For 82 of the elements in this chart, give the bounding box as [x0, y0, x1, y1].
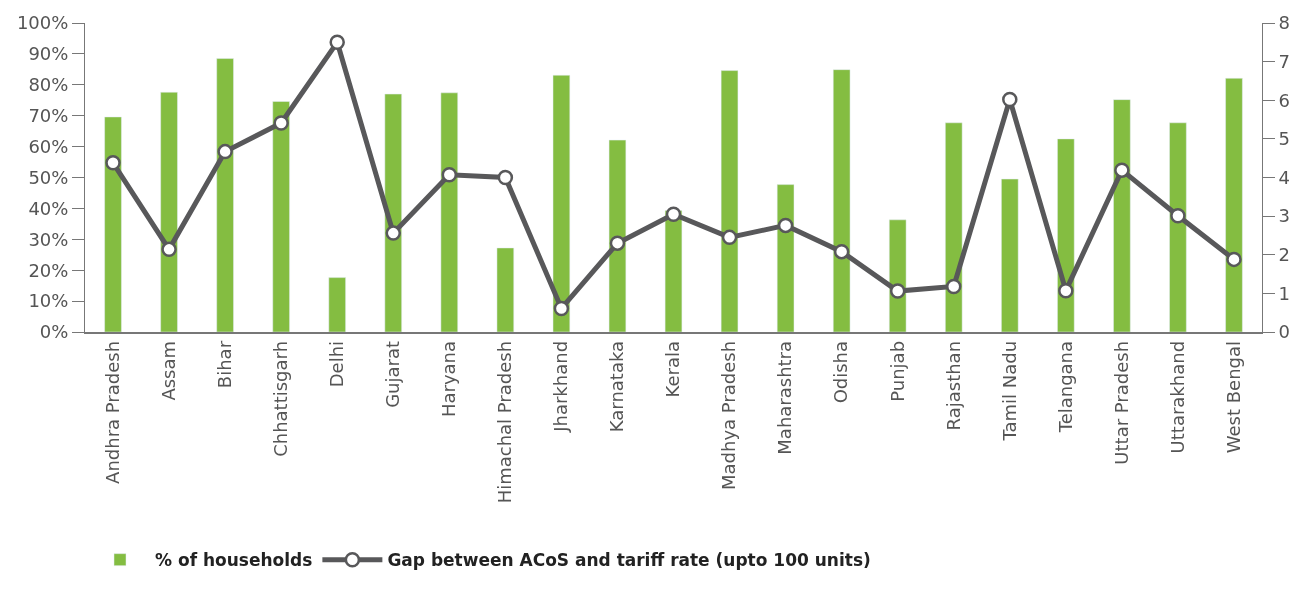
x-tick-label: Telangana	[1054, 340, 1076, 434]
y2-tick-label: 6	[1278, 89, 1291, 111]
bar	[496, 247, 515, 332]
y2-tick-label: 7	[1278, 50, 1291, 72]
point	[665, 206, 682, 222]
y-tick-label: 100%	[16, 12, 69, 34]
x-tick-label: Uttar Pradesh	[1110, 340, 1132, 465]
point	[105, 155, 121, 171]
bar	[945, 122, 963, 332]
point	[329, 34, 345, 51]
x-tick-label: Himachal Pradesh	[494, 340, 516, 504]
point	[441, 167, 458, 183]
y2-tick-label: 2	[1278, 244, 1291, 266]
point	[1114, 162, 1130, 178]
legend-label: % of households	[155, 550, 313, 571]
x-tick-label: Delhi	[326, 340, 348, 388]
y-tick-label: 40%	[28, 197, 69, 219]
bar	[440, 92, 458, 332]
bar	[160, 91, 178, 332]
x-tick-label: Gujarat	[382, 340, 404, 408]
bar	[552, 74, 571, 332]
point	[497, 169, 514, 186]
bar	[272, 101, 290, 332]
y2-tick-label: 4	[1278, 166, 1291, 188]
bar	[832, 69, 851, 332]
bar	[720, 70, 739, 332]
bar	[328, 277, 346, 332]
x-tick-label: Tamil Nadu	[998, 340, 1020, 442]
bar	[384, 93, 402, 332]
x-tick-label: Haryana	[438, 340, 460, 418]
x-tick-label: Andhra Pradesh	[101, 340, 123, 484]
bar	[664, 210, 683, 332]
y2-tick-label: 5	[1278, 128, 1291, 150]
x-tick-label: Bihar	[213, 340, 235, 389]
x-tick-label: Kerala	[662, 340, 684, 398]
y-tick-label: 0%	[39, 321, 69, 343]
x-tick-label: Odisha	[830, 340, 852, 404]
y-tick-label: 90%	[28, 43, 69, 65]
point	[609, 235, 626, 251]
point	[1002, 91, 1018, 108]
y2-tick-label: 0	[1278, 321, 1291, 343]
y-tick-label: 70%	[28, 105, 69, 126]
x-tick-label: Punjab	[886, 340, 908, 402]
point	[273, 115, 289, 131]
point	[946, 278, 962, 295]
y-tick-label: 60%	[28, 135, 69, 157]
bar	[104, 116, 122, 332]
y-tick-label: 80%	[28, 74, 69, 96]
bar	[216, 58, 234, 332]
x-tick-label: Jharkhand	[550, 340, 572, 433]
y2-tick-label: 1	[1278, 282, 1291, 304]
point	[777, 217, 794, 234]
point	[1170, 207, 1186, 224]
y-tick-label: 30%	[28, 228, 69, 250]
y2-tick-label: 8	[1278, 12, 1291, 34]
x-tick-label: Madhya Pradesh	[718, 340, 740, 491]
bar	[608, 139, 627, 332]
x-tick-label: Rajasthan	[942, 340, 964, 431]
x-tick-label: West Bengal	[1222, 340, 1244, 454]
point	[553, 300, 570, 317]
bar	[1169, 122, 1187, 332]
point	[721, 229, 738, 246]
point	[217, 143, 233, 160]
y-tick-label: 20%	[28, 259, 69, 281]
point	[1058, 282, 1074, 299]
point	[833, 243, 850, 260]
y-tick-label: 50%	[28, 166, 69, 188]
point	[1226, 251, 1242, 268]
y2-tick-label: 3	[1278, 205, 1291, 227]
bar	[1113, 99, 1131, 332]
y-tick-label: 10%	[28, 290, 69, 312]
x-tick-label: Chhattisgarh	[270, 340, 292, 457]
x-tick-label: Uttarakhand	[1166, 340, 1188, 454]
bar	[1225, 78, 1243, 332]
x-tick-label: Assam	[157, 340, 179, 401]
point	[161, 241, 177, 258]
point	[385, 225, 402, 241]
legend-label: Gap between ACoS and tariff rate (upto 100 units)	[387, 550, 871, 571]
bar	[776, 184, 795, 332]
x-tick-label: Karnataka	[606, 340, 628, 433]
x-tick-label: Maharashtra	[774, 340, 796, 455]
bar	[1001, 178, 1019, 332]
